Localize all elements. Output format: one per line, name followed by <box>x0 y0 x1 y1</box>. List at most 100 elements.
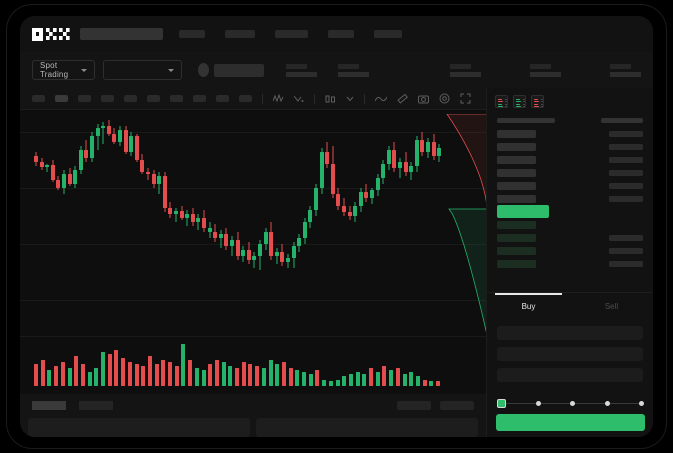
timeframe-2[interactable] <box>78 95 91 102</box>
order-field-2[interactable] <box>497 368 643 382</box>
place-buy-order-button[interactable] <box>496 414 645 431</box>
nav-item-0[interactable] <box>179 30 205 38</box>
orderbook-bid-row[interactable] <box>487 244 653 257</box>
slider-step-3[interactable] <box>570 400 575 406</box>
volume-bar <box>201 370 206 386</box>
timeframe-8[interactable] <box>216 95 229 102</box>
slider-step-4[interactable] <box>604 400 610 406</box>
stat-value <box>610 71 641 77</box>
volume-bar <box>60 362 65 386</box>
orderbook-bid-row[interactable] <box>487 231 653 244</box>
timeframe-6[interactable] <box>170 95 183 102</box>
orderbook-ask-row[interactable] <box>487 153 653 166</box>
amount-slider[interactable] <box>497 397 644 409</box>
bottom-panel-1[interactable] <box>256 418 478 437</box>
candle <box>101 110 106 336</box>
price-chart[interactable] <box>20 110 486 336</box>
okx-logo-icon[interactable] <box>32 27 70 41</box>
volume-bar <box>281 362 286 386</box>
timeframe-5[interactable] <box>147 95 160 102</box>
volume-bar <box>74 356 79 386</box>
orders-action-0[interactable] <box>397 400 431 410</box>
orderbook-ask-row[interactable] <box>487 166 653 179</box>
timeframe-9[interactable] <box>239 95 252 102</box>
orderbook-spread-row[interactable] <box>487 205 653 218</box>
orderbook-bid-row[interactable] <box>487 257 653 270</box>
toolbar-divider <box>262 93 263 104</box>
indicators-icon[interactable] <box>273 94 284 103</box>
slider-step-5[interactable] <box>639 400 644 406</box>
chevron-down-icon[interactable] <box>346 96 354 102</box>
orderbook-header <box>487 116 653 127</box>
candle <box>168 110 173 336</box>
candle <box>207 110 212 336</box>
orderbook-ask-row[interactable] <box>487 192 653 205</box>
candle-type-icon[interactable] <box>325 94 336 104</box>
market-stat-2 <box>450 63 481 77</box>
slider-step-2[interactable] <box>535 400 541 406</box>
volume-bar <box>328 381 333 386</box>
timeframe-3[interactable] <box>101 95 114 102</box>
volume-bar <box>255 366 260 386</box>
candle <box>185 110 190 336</box>
orderbook-amount <box>609 234 643 241</box>
candle <box>157 110 162 336</box>
candle <box>134 110 139 336</box>
order-field-0[interactable] <box>497 326 643 340</box>
volume-bar <box>47 370 52 386</box>
orderbook[interactable] <box>487 116 653 291</box>
candle <box>431 110 436 336</box>
trading-mode-select[interactable]: Spot Trading <box>32 60 96 80</box>
timeframe-group <box>32 95 252 102</box>
camera-icon[interactable] <box>418 94 429 104</box>
order-sidebar: Buy Sell <box>486 88 653 437</box>
candle <box>325 110 330 336</box>
orderbook-bid-row[interactable] <box>487 218 653 231</box>
both-sides-icon[interactable] <box>495 95 508 108</box>
volume-bar <box>302 372 306 386</box>
bottom-panel-0[interactable] <box>28 418 250 437</box>
nav-item-2[interactable] <box>275 30 308 38</box>
candle <box>190 110 195 336</box>
nav-item-3[interactable] <box>328 30 354 38</box>
search-input[interactable] <box>80 28 163 40</box>
candle <box>280 110 285 336</box>
pair-select[interactable] <box>103 60 182 80</box>
candle <box>235 110 240 336</box>
volume-bar <box>268 360 273 386</box>
orderbook-ask-row[interactable] <box>487 140 653 153</box>
volume-bar <box>107 354 112 386</box>
timeframe-0[interactable] <box>32 95 45 102</box>
timeframe-4[interactable] <box>124 95 137 102</box>
fullscreen-icon[interactable] <box>460 93 471 104</box>
volume-chart[interactable] <box>20 336 486 394</box>
tab-buy[interactable]: Buy <box>487 293 570 320</box>
nav-item-4[interactable] <box>374 30 402 38</box>
volume-bar <box>134 364 139 386</box>
candle <box>146 110 150 336</box>
asks-only-icon[interactable] <box>531 95 544 108</box>
orders-tab-1[interactable] <box>79 400 113 410</box>
orders-tab-0[interactable] <box>32 400 66 410</box>
tab-sell[interactable]: Sell <box>604 302 619 311</box>
order-field-1[interactable] <box>497 347 643 361</box>
orderbook-amount <box>609 182 643 189</box>
bids-only-icon[interactable] <box>513 95 526 108</box>
stat-label <box>610 63 631 69</box>
nav-item-1[interactable] <box>225 30 255 38</box>
slider-step-1[interactable] <box>497 398 506 408</box>
timeframe-1[interactable] <box>55 95 68 102</box>
volume-bar <box>121 358 126 386</box>
line-chart-icon[interactable] <box>375 95 387 103</box>
compare-icon[interactable] <box>294 94 304 103</box>
volume-bar <box>241 362 246 386</box>
timeframe-7[interactable] <box>193 95 206 102</box>
volume-bar <box>369 368 373 386</box>
orderbook-ask-row[interactable] <box>487 179 653 192</box>
settings-icon[interactable] <box>439 93 450 104</box>
orders-action-1[interactable] <box>440 400 474 410</box>
orderbook-ask-row[interactable] <box>487 127 653 140</box>
ruler-icon[interactable] <box>397 93 408 104</box>
orderbook-price <box>497 220 536 229</box>
device-screen: Spot Trading <box>20 16 653 437</box>
